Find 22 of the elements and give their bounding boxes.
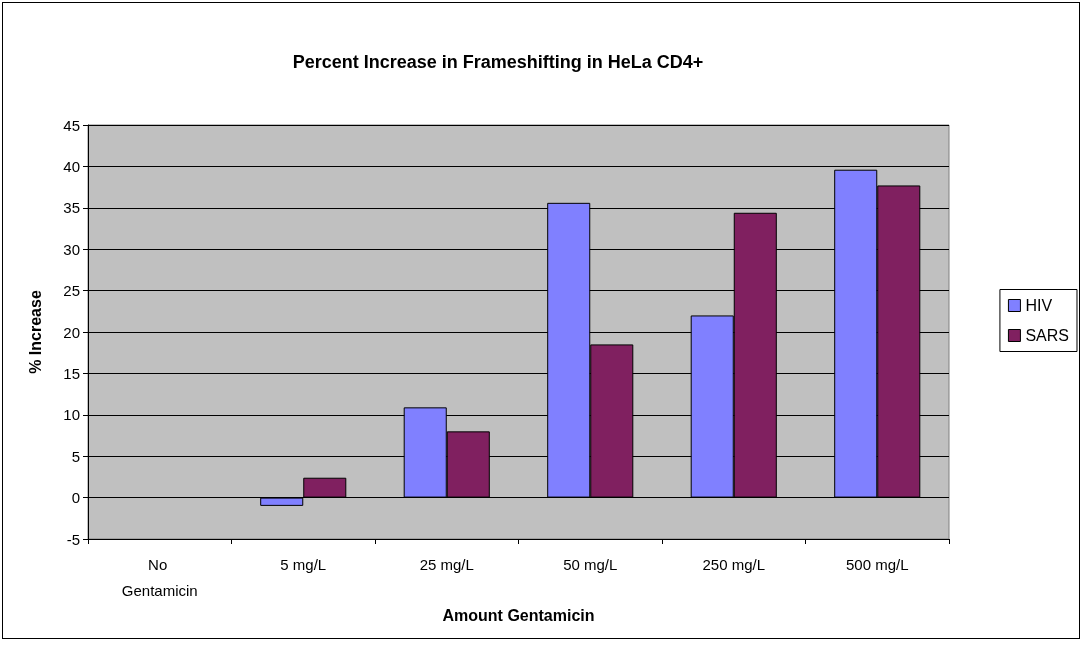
y-tick-label: 5 [71,447,80,465]
y-tick-label: 30 [63,240,80,258]
y-tick-label: 0 [71,489,80,507]
legend-label: SARS [1025,327,1070,344]
x-tick-label: 5 mg/L [280,555,327,573]
y-tick-label: 40 [63,157,80,175]
y-tick-label: 15 [63,364,80,382]
y-tick-label: 35 [63,199,80,217]
chart-title: Percent Increase in Frameshifting in HeLa CD4+ [292,52,704,72]
x-tick-label: 250 mg/L [702,555,766,573]
x-tick-label: 25 mg/L [419,555,474,573]
x-axis-title: Amount Gentamicin [442,607,595,625]
x-tick-label: 500 mg/L [845,555,909,573]
y-tick-label: 45 [63,116,80,134]
legend-label: HIV [1025,297,1053,314]
y-tick-label: 25 [63,282,80,300]
y-tick-label: -5 [66,530,80,548]
x-tick-label: 50 mg/L [563,555,618,573]
y-axis-title: % Increase [26,290,44,374]
y-tick-label: 10 [63,406,80,424]
x-tick-label: No Gentamicin [121,555,198,599]
y-tick-label: 20 [63,323,80,341]
